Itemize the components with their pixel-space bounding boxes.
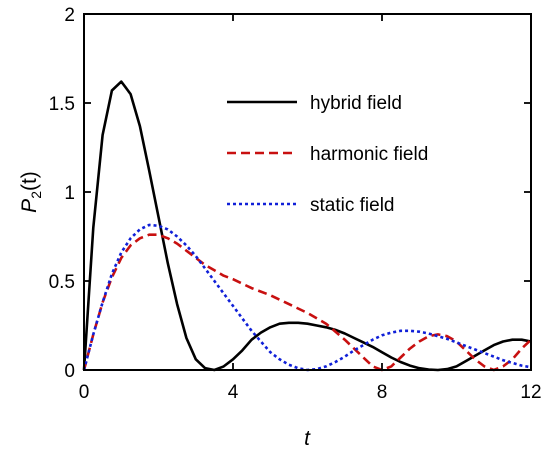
ticks-layer: [83, 13, 532, 371]
series-line-hybrid-field: [82, 80, 532, 372]
x-tick-label: 0: [79, 382, 90, 403]
y-tick-label: 0: [64, 361, 75, 382]
series-layer: [82, 80, 532, 372]
x-axis-label: t: [304, 427, 311, 449]
y-axis-label: P2(t): [18, 171, 44, 213]
legend-label: hybrid field: [310, 93, 402, 114]
y-axis-label-main: P: [18, 199, 41, 213]
y-axis-label-tail: (t): [18, 171, 41, 191]
plot-area: [82, 13, 532, 372]
y-axis-label-subscript: 2: [28, 191, 44, 199]
legend-label: static field: [310, 195, 394, 216]
x-tick-label: 12: [520, 382, 541, 403]
x-tick-label: 8: [377, 382, 388, 403]
legend: hybrid field harmonic field static field: [227, 93, 428, 216]
y-tick-label: 1: [64, 183, 75, 204]
y-tick-label: 1.5: [49, 94, 75, 115]
plot-frame: [83, 13, 532, 371]
y-tick-label: 2: [64, 5, 75, 26]
x-tick-label: 4: [228, 382, 239, 403]
tick-labels: 0 4 8 12 0 0.5 1 1.5 2: [49, 5, 542, 403]
legend-label: harmonic field: [310, 144, 428, 165]
y-tick-label: 0.5: [49, 272, 75, 293]
series-line-harmonic-field: [82, 233, 532, 372]
